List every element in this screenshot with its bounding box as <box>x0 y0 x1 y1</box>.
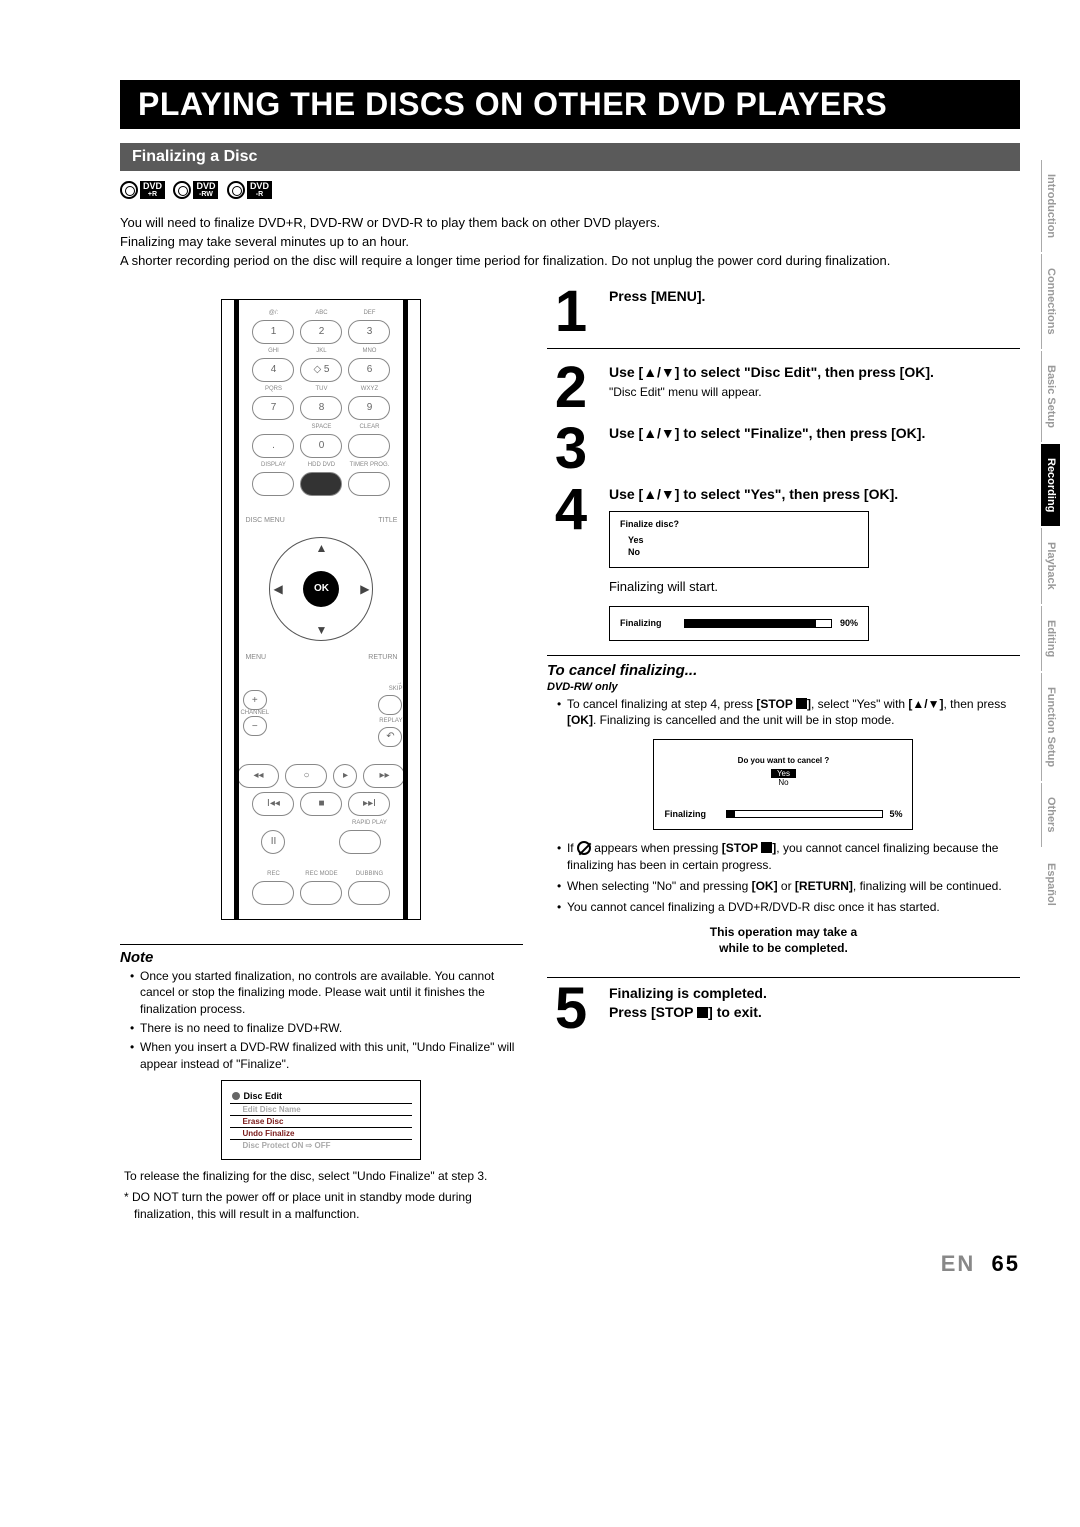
tab-recording: Recording <box>1041 444 1060 526</box>
page-title: PLAYING THE DISCS ON OTHER DVD PLAYERS <box>120 80 1020 129</box>
step-3: 3 Use [▲/▼] to select "Finalize", then p… <box>547 424 1020 473</box>
step-4: 4 Use [▲/▼] to select "Yes", then press … <box>547 485 1020 640</box>
side-tabs: Introduction Connections Basic Setup Rec… <box>1041 160 1060 919</box>
remote-diagram: @/:ABCDEF 123 GHIJKLMNO 4◇ 56 PQRSTUVWXY… <box>221 299 421 920</box>
section-heading: Finalizing a Disc <box>120 143 1020 171</box>
step-5: 5 Finalizing is completed. Press [STOP ]… <box>547 984 1020 1033</box>
tab-function-setup: Function Setup <box>1041 673 1060 781</box>
tab-connections: Connections <box>1041 254 1060 349</box>
cancel-dialog: Do you want to cancel ? Yes No Finalizin… <box>653 739 913 830</box>
disc-type-badges: DVD+R DVD-RW DVD-R <box>120 181 1020 204</box>
tab-basic-setup: Basic Setup <box>1041 351 1060 442</box>
finalize-dialog: Finalize disc? Yes No <box>609 511 869 568</box>
tab-playback: Playback <box>1041 528 1060 604</box>
note-block: Note Once you started finalization, no c… <box>120 944 523 1223</box>
finalizing-progress: Finalizing 90% <box>609 606 869 641</box>
intro-text: You will need to finalize DVD+R, DVD-RW … <box>120 214 1020 271</box>
step-1: 1 Press [MENU]. <box>547 287 1020 336</box>
cancel-section: To cancel finalizing... DVD-RW only To c… <box>547 655 1020 978</box>
step-2: 2 Use [▲/▼] to select "Disc Edit", then … <box>547 363 1020 412</box>
tab-espanol: Español <box>1041 849 1060 920</box>
note-title: Note <box>120 949 523 966</box>
tab-editing: Editing <box>1041 606 1060 671</box>
disc-edit-menu: Disc Edit Edit Disc Name Erase Disc Undo… <box>221 1080 421 1160</box>
tab-others: Others <box>1041 783 1060 846</box>
prohibit-icon <box>577 841 591 855</box>
tab-introduction: Introduction <box>1041 160 1060 252</box>
operation-note: This operation may take a while to be co… <box>547 925 1020 956</box>
page-footer: EN 65 <box>120 1251 1020 1277</box>
